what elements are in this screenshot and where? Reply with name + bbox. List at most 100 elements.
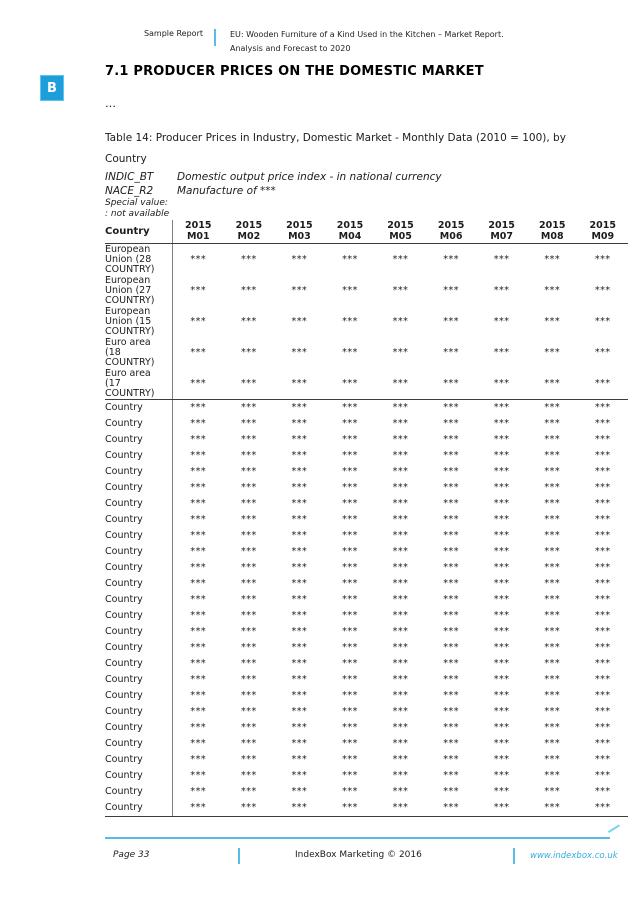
table-cell: *** <box>594 626 611 637</box>
table-cell: *** <box>190 722 207 733</box>
table-row: Country *** *** *** *** *** *** *** *** *** <box>105 512 628 528</box>
table-eu-rows: European Union (28 COUNTRY) *** *** *** *** *… <box>105 244 628 400</box>
table-cell: *** <box>493 690 510 701</box>
table-cell: *** <box>291 546 308 557</box>
table-cell: *** <box>240 738 257 749</box>
table-cell: *** <box>392 658 409 669</box>
country-column-header: Country <box>105 226 150 237</box>
table-cell: *** <box>342 802 358 813</box>
footer-divider <box>105 837 610 839</box>
header-divider <box>214 29 216 46</box>
table-cell: *** <box>291 450 308 461</box>
table-cell: *** <box>342 562 358 573</box>
table-cell: *** <box>443 347 459 358</box>
table-cell: *** <box>291 770 308 781</box>
table-cell: *** <box>392 450 409 461</box>
table-cell: *** <box>493 626 510 637</box>
table-cell: *** <box>240 285 257 296</box>
table-cell: *** <box>190 674 207 685</box>
table-cell: *** <box>190 498 207 509</box>
table-cell: *** <box>544 578 561 589</box>
table-cell: *** <box>443 626 459 637</box>
table-row: Country *** *** *** *** *** *** *** *** *** <box>105 400 628 416</box>
table-cell: *** <box>392 466 409 477</box>
table-cell: *** <box>342 722 358 733</box>
row-label: Country <box>105 626 143 637</box>
table-cell: *** <box>544 316 561 327</box>
table-cell: *** <box>291 254 308 265</box>
table-country-rows: Country *** *** *** *** *** *** *** *** *** Countr… <box>105 400 628 817</box>
table-cell: *** <box>544 786 561 797</box>
table-cell: *** <box>190 642 207 653</box>
table-cell: *** <box>544 466 561 477</box>
table-cell: *** <box>291 706 308 717</box>
table-cell: *** <box>443 434 459 445</box>
table-cell: *** <box>594 466 611 477</box>
table-cell: *** <box>392 786 409 797</box>
table-cell: *** <box>493 378 510 389</box>
table-row: Country *** *** *** *** *** *** *** *** *** <box>105 560 628 576</box>
table-cell: *** <box>594 450 611 461</box>
table-cell: *** <box>190 378 207 389</box>
table-cell: *** <box>291 610 308 621</box>
table-cell: *** <box>291 378 308 389</box>
table-cell: *** <box>291 738 308 749</box>
special-value-text: : not available <box>105 208 170 219</box>
table-cell: *** <box>291 786 308 797</box>
table-cell: *** <box>392 418 409 429</box>
table-cell: *** <box>544 802 561 813</box>
table-row: Country *** *** *** *** *** *** *** *** *** <box>105 720 628 736</box>
metadata-row: INDIC_BT Domestic output price index - i… <box>105 170 442 184</box>
table-cell: *** <box>342 546 358 557</box>
table-row: European Union (28 COUNTRY) *** *** *** *** *… <box>105 244 628 275</box>
table-cell: *** <box>240 674 257 685</box>
table-cell: *** <box>544 594 561 605</box>
month-headers: 2015 M01 2015 M02 2015 M03 2015 M04 2015 M05 2015 M… <box>172 220 628 243</box>
table-cell: *** <box>493 482 510 493</box>
table-metadata: INDIC_BT Domestic output price index - i… <box>105 170 442 198</box>
table-cell: *** <box>443 786 459 797</box>
metadata-row: NACE_R2 Manufacture of *** <box>105 184 442 198</box>
table-cell: *** <box>544 706 561 717</box>
page-corner-tick <box>607 824 621 833</box>
table-cell: *** <box>493 530 510 541</box>
column-header: 2015 M09 <box>589 220 616 242</box>
table-cell: *** <box>594 316 611 327</box>
table-cell: *** <box>544 434 561 445</box>
table-cell: *** <box>594 562 611 573</box>
table-header-row: Country 2015 M01 2015 M02 2015 M03 2015 M04 2015… <box>105 220 628 244</box>
table-cell: *** <box>493 466 510 477</box>
table-cell: *** <box>493 738 510 749</box>
table-cell: *** <box>240 578 257 589</box>
table-cell: *** <box>443 722 459 733</box>
table-cell: *** <box>291 316 308 327</box>
table-row: Country *** *** *** *** *** *** *** *** *** <box>105 736 628 752</box>
table-cell: *** <box>544 347 561 358</box>
table-cell: *** <box>544 626 561 637</box>
table-cell: *** <box>190 610 207 621</box>
table-row: Country *** *** *** *** *** *** *** *** *** <box>105 704 628 720</box>
table-cell: *** <box>493 610 510 621</box>
table-cell: *** <box>342 254 358 265</box>
table-cell: *** <box>240 722 257 733</box>
row-label: Country <box>105 642 143 653</box>
table-cell: *** <box>240 770 257 781</box>
table-cell: *** <box>392 738 409 749</box>
document-title-line1: EU: Wooden Furniture of a Kind Used in t… <box>230 30 504 39</box>
table-cell: *** <box>291 626 308 637</box>
row-label: Country <box>105 578 143 589</box>
table-cell: *** <box>594 347 611 358</box>
table-cell: *** <box>392 706 409 717</box>
table-cell: *** <box>342 690 358 701</box>
data-table: Country 2015 M01 2015 M02 2015 M03 2015 M04 2015… <box>105 220 628 817</box>
row-label: Country <box>105 754 143 765</box>
table-cell: *** <box>190 530 207 541</box>
table-caption-line2: Country <box>105 153 147 165</box>
table-cell: *** <box>544 514 561 525</box>
table-cell: *** <box>392 514 409 525</box>
table-cell: *** <box>544 722 561 733</box>
table-cell: *** <box>190 514 207 525</box>
page-number: Page 33 <box>113 850 150 860</box>
website-link[interactable]: www.indexbox.co.uk <box>530 851 618 861</box>
table-cell: *** <box>392 285 409 296</box>
